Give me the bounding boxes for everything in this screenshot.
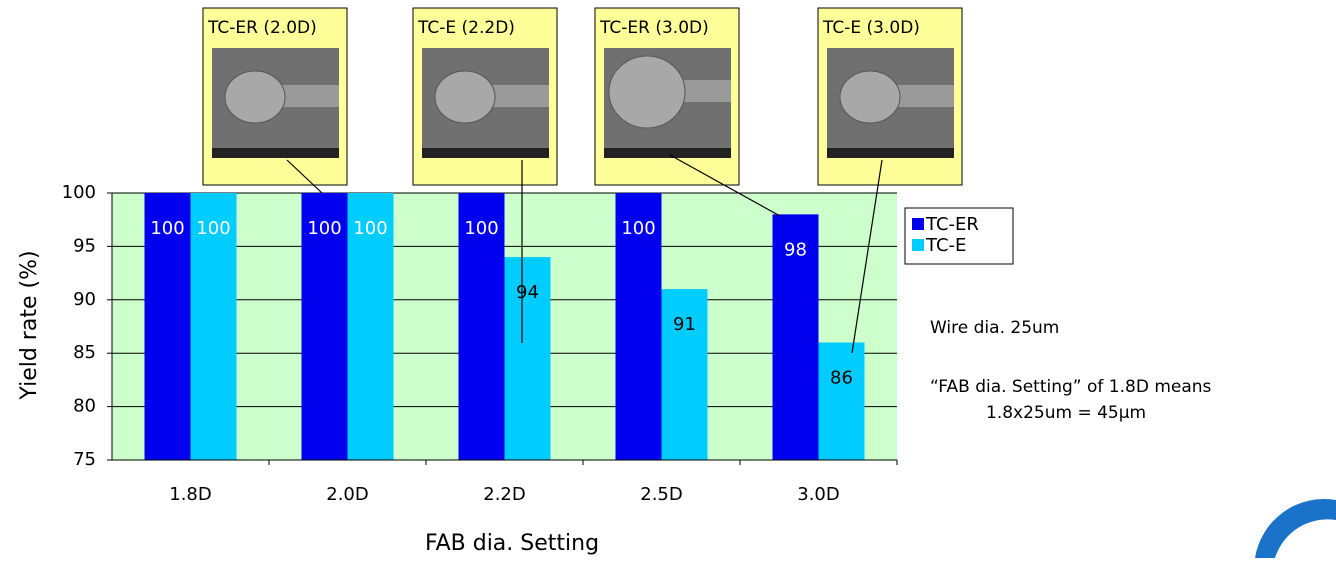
legend-swatch: [912, 239, 924, 251]
x-tick-label: 2.2D: [483, 484, 526, 505]
y-tick-label: 75: [73, 449, 96, 470]
ball: [840, 71, 900, 123]
note: “FAB dia. Setting” of 1.8D means: [930, 377, 1212, 397]
y-tick-label: 100: [62, 182, 96, 203]
data-label: 100: [307, 218, 341, 239]
legend-label: TC-E: [925, 235, 966, 256]
ball: [435, 71, 495, 123]
image-strip: [212, 148, 339, 158]
y-tick-label: 80: [73, 396, 96, 417]
x-tick-label: 1.8D: [169, 484, 212, 505]
ball: [225, 71, 285, 123]
image-strip: [422, 148, 549, 158]
data-label: 86: [830, 368, 853, 389]
data-label: 100: [464, 218, 498, 239]
chart: Yield rate (%) FAB dia. Setting Wire dia…: [0, 0, 1336, 558]
x-tick-label: 2.0D: [326, 484, 369, 505]
x-tick-label: 3.0D: [797, 484, 840, 505]
data-label: 100: [353, 218, 387, 239]
image-strip: [604, 148, 731, 158]
callout-label: TC-ER (3.0D): [599, 18, 709, 38]
note: 1.8x25um = 45μm: [986, 403, 1146, 423]
data-label: 100: [150, 218, 184, 239]
note: Wire dia. 25um: [930, 318, 1059, 338]
ball: [609, 56, 685, 128]
x-axis-title: FAB dia. Setting: [425, 531, 599, 556]
callout-label: TC-E (3.0D): [822, 18, 920, 38]
y-tick-label: 95: [73, 235, 96, 256]
y-tick-label: 90: [73, 289, 96, 310]
callout-label: TC-E (2.2D): [417, 18, 515, 38]
data-label: 100: [621, 218, 655, 239]
data-label: 91: [673, 314, 696, 335]
logo: [1255, 499, 1336, 558]
data-label: 98: [784, 239, 807, 260]
legend-swatch: [912, 218, 924, 230]
legend-label: TC-ER: [925, 214, 979, 235]
callout-label: TC-ER (2.0D): [207, 18, 317, 38]
data-label: 100: [196, 218, 230, 239]
image-strip: [827, 148, 954, 158]
y-tick-label: 85: [73, 342, 96, 363]
data-label: 94: [516, 282, 539, 303]
y-axis-title: Yield rate (%): [17, 250, 42, 400]
bar: [819, 343, 865, 460]
x-tick-label: 2.5D: [640, 484, 683, 505]
